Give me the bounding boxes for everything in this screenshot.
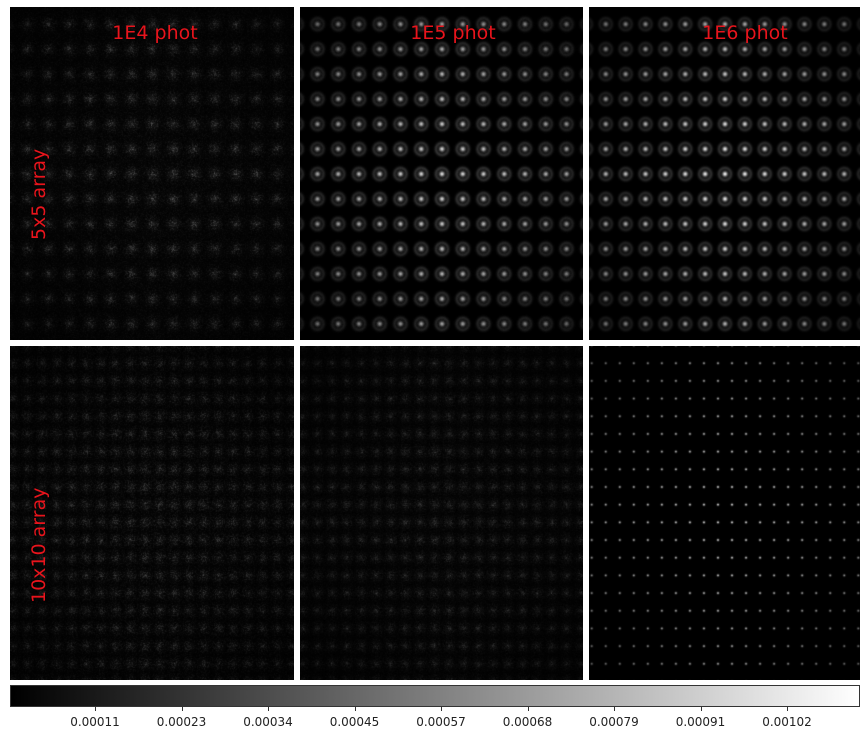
colorbar-tick-label: 0.00079 [589, 715, 639, 729]
panel-10x10-1e5 [300, 346, 583, 680]
image-5x5-1e5 [300, 7, 583, 340]
panel-10x10-1e4 [10, 346, 294, 680]
column-title-1e6: 1E6 phot [702, 22, 788, 44]
colorbar-tick-label: 0.00034 [243, 715, 293, 729]
colorbar-tick [268, 707, 269, 711]
colorbar-tick-label: 0.00057 [416, 715, 466, 729]
panel-5x5-1e5 [300, 7, 583, 340]
row-label-10x10: 10x10 array [28, 487, 50, 603]
colorbar-tick [441, 707, 442, 711]
colorbar-tick-label: 0.00091 [675, 715, 726, 729]
colorbar-tick-label: 0.00102 [762, 715, 812, 729]
column-title-1e5: 1E5 phot [410, 22, 496, 44]
colorbar-tick [354, 707, 356, 711]
colorbar-tick [787, 707, 788, 711]
colorbar-tick [95, 707, 96, 711]
colorbar-tick [181, 707, 183, 711]
image-10x10-1e5 [300, 346, 583, 680]
colorbar-tick [700, 707, 702, 711]
colorbar-tick-label: 0.00023 [156, 715, 207, 729]
colorbar-tick-label: 0.00045 [329, 715, 380, 729]
row-label-5x5: 5x5 array [28, 148, 50, 240]
panel-5x5-1e6 [589, 7, 860, 340]
panel-5x5-1e4 [10, 7, 294, 340]
image-10x10-1e6 [589, 346, 860, 680]
colorbar-tick [527, 707, 529, 711]
image-5x5-1e4 [10, 7, 294, 340]
colorbar-tick [614, 707, 615, 711]
colorbar-tick-label: 0.00068 [502, 715, 553, 729]
colorbar-tick-label: 0.00011 [70, 715, 120, 729]
image-10x10-1e4 [10, 346, 294, 680]
image-5x5-1e6 [589, 7, 860, 340]
colorbar [10, 685, 860, 707]
column-title-1e4: 1E4 phot [112, 22, 198, 44]
panel-10x10-1e6 [589, 346, 860, 680]
